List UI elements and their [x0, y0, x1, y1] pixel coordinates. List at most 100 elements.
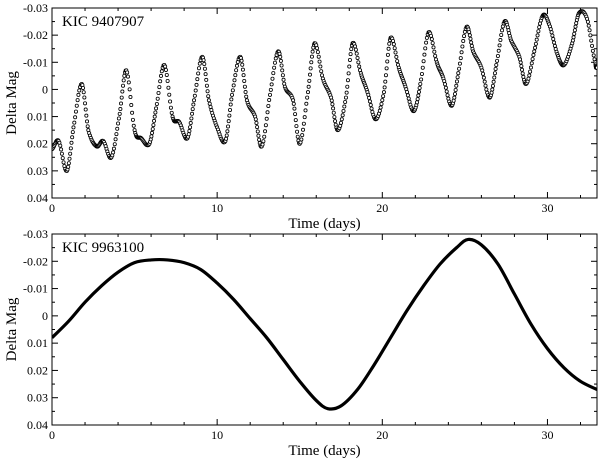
data-point — [462, 29, 467, 34]
data-point — [467, 30, 472, 35]
data-point — [342, 104, 347, 109]
data-point — [529, 61, 534, 66]
data-point — [272, 65, 277, 70]
data-layer — [52, 9, 597, 173]
data-point — [58, 143, 63, 148]
star-id-annotation: KIC 9963100 — [62, 240, 144, 256]
data-point — [84, 113, 89, 118]
data-point — [151, 123, 156, 128]
data-point — [163, 64, 168, 69]
x-tick-label: 0 — [49, 428, 55, 442]
data-point — [121, 83, 126, 88]
data-point — [419, 71, 424, 76]
data-point — [281, 77, 286, 82]
data-point — [126, 80, 131, 85]
data-point — [113, 137, 118, 142]
data-point — [83, 107, 88, 112]
data-point — [424, 35, 429, 40]
data-point — [587, 28, 592, 33]
data-point — [415, 97, 420, 102]
data-point — [81, 90, 86, 95]
data-point — [150, 130, 155, 135]
data-point — [331, 110, 336, 115]
data-point — [490, 87, 495, 92]
data-point — [469, 43, 474, 48]
data-point — [116, 121, 121, 126]
data-point — [130, 110, 135, 115]
data-point — [498, 38, 503, 43]
data-point — [197, 61, 202, 66]
data-point — [72, 120, 77, 125]
data-point — [301, 127, 306, 132]
data-point — [60, 156, 65, 161]
data-point — [204, 77, 209, 82]
data-point — [320, 73, 325, 78]
data-point — [333, 119, 338, 124]
data-point — [280, 68, 285, 73]
data-point — [452, 95, 457, 100]
data-point — [347, 64, 352, 69]
y-tick-label: 0.04 — [27, 418, 48, 432]
data-point — [531, 53, 536, 58]
data-point — [278, 58, 283, 63]
data-point — [429, 37, 434, 42]
data-point — [318, 64, 323, 69]
data-point — [346, 71, 351, 76]
data-point — [339, 117, 344, 122]
data-point — [167, 92, 172, 97]
data-point — [420, 65, 425, 70]
data-point — [391, 38, 396, 43]
data-point — [332, 115, 337, 120]
data-point — [484, 87, 489, 92]
data-point — [457, 61, 462, 66]
data-point — [225, 129, 230, 134]
data-point — [345, 84, 350, 89]
data-point — [571, 35, 576, 40]
data-point — [82, 95, 87, 100]
data-point — [344, 90, 349, 95]
data-point — [442, 79, 447, 84]
data-point — [264, 116, 269, 121]
data-point — [383, 73, 388, 78]
data-point — [518, 60, 523, 65]
data-point — [468, 36, 473, 41]
data-point — [75, 98, 80, 103]
data-point — [421, 59, 426, 64]
data-point — [122, 73, 127, 78]
data-point — [188, 125, 193, 130]
data-point — [461, 39, 466, 44]
data-point — [188, 121, 193, 126]
data-point — [495, 58, 500, 63]
data-point — [537, 25, 542, 30]
data-point — [71, 125, 76, 130]
data-point — [157, 85, 162, 90]
data-point — [494, 63, 499, 68]
data-point — [73, 109, 78, 114]
data-point — [205, 89, 210, 94]
y-tick-label: 0.02 — [27, 363, 48, 377]
data-point — [572, 31, 577, 36]
x-axis-label: Time (days) — [288, 443, 360, 459]
data-point — [590, 48, 595, 53]
data-point — [366, 92, 371, 97]
data-point — [232, 78, 237, 83]
data-point — [392, 46, 397, 51]
data-point — [354, 51, 359, 56]
data-point — [260, 142, 265, 147]
data-point — [383, 79, 388, 84]
data-point — [76, 92, 81, 97]
x-tick-label: 20 — [376, 428, 388, 442]
data-point — [70, 135, 75, 140]
data-point — [457, 66, 462, 71]
data-point — [454, 83, 459, 88]
data-point — [416, 93, 421, 98]
data-point — [77, 88, 82, 93]
data-point — [234, 63, 239, 68]
data-point — [345, 78, 350, 83]
data-point — [228, 102, 233, 107]
data-point — [469, 40, 474, 45]
data-point — [302, 115, 307, 120]
plot-frame — [51, 7, 598, 199]
x-tick-label: 30 — [541, 201, 553, 215]
